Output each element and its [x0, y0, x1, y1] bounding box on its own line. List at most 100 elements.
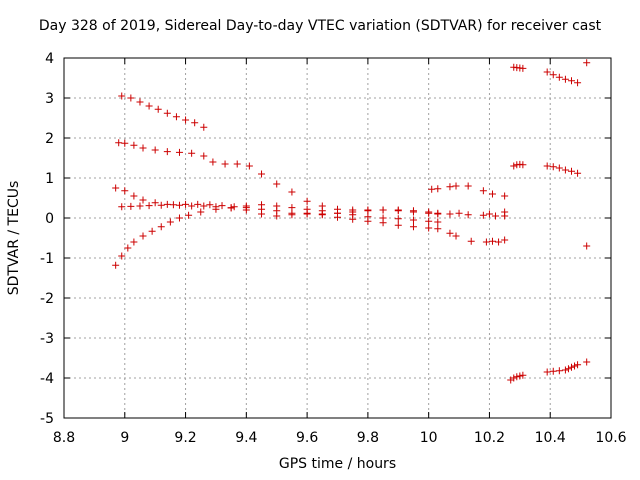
data-point — [112, 184, 120, 192]
data-point — [571, 362, 579, 370]
series-isolated — [583, 59, 591, 366]
x-tick-label: 8.8 — [53, 430, 75, 446]
data-point — [583, 242, 591, 250]
axis-ticks: 8.8 9 9.2 9.4 9.6 9.8 10 10.2 10.4 10.6-5-4-3-2-1… — [40, 51, 627, 446]
data-point — [501, 212, 509, 220]
data-point — [163, 109, 171, 117]
series-late-4 — [510, 63, 582, 87]
data-point — [118, 92, 126, 100]
data-point — [434, 209, 442, 217]
series-late-6 — [507, 361, 582, 384]
data-point — [157, 201, 165, 209]
data-point — [409, 223, 417, 231]
data-point — [555, 73, 563, 81]
data-point — [175, 214, 183, 222]
data-point — [379, 214, 387, 222]
series-late-2 — [446, 208, 509, 220]
data-point — [501, 236, 509, 244]
data-point — [127, 202, 135, 210]
data-point — [121, 139, 129, 147]
data-point — [136, 202, 144, 210]
data-point — [145, 202, 153, 210]
data-points — [112, 59, 591, 384]
data-point — [446, 210, 454, 218]
data-point — [409, 207, 417, 215]
data-point — [258, 170, 266, 178]
y-tick-label: 4 — [45, 51, 54, 67]
data-point — [151, 146, 159, 154]
data-point — [555, 367, 563, 375]
x-tick-label: 9.6 — [296, 430, 318, 446]
data-point — [501, 192, 509, 200]
data-point — [136, 98, 144, 106]
data-point — [464, 211, 472, 219]
data-point — [166, 218, 174, 226]
data-point — [197, 208, 205, 216]
data-point — [549, 163, 557, 171]
data-point — [273, 207, 281, 215]
data-point — [169, 201, 177, 209]
data-point — [364, 207, 372, 215]
data-point — [349, 208, 357, 216]
data-point — [394, 221, 402, 229]
data-point — [561, 366, 569, 374]
data-point — [230, 203, 238, 211]
data-point — [549, 367, 557, 375]
data-point — [175, 201, 183, 209]
data-point — [318, 210, 326, 218]
data-point — [273, 180, 281, 188]
data-point — [583, 358, 591, 366]
data-point — [124, 244, 132, 252]
data-point — [455, 209, 463, 217]
data-point — [145, 102, 153, 110]
series-sat-E — [118, 200, 442, 218]
data-point — [154, 105, 162, 113]
data-point — [574, 361, 582, 369]
data-point — [151, 199, 159, 207]
data-point — [130, 141, 138, 149]
x-tick-label: 10.6 — [595, 430, 626, 446]
data-point — [212, 205, 220, 213]
y-tick-label: 1 — [45, 171, 54, 187]
data-point — [555, 164, 563, 172]
data-point — [163, 200, 171, 208]
data-point — [434, 225, 442, 233]
data-point — [148, 227, 156, 235]
data-point — [543, 162, 551, 170]
data-point — [434, 185, 442, 193]
data-point — [446, 229, 454, 237]
data-point — [127, 94, 135, 102]
series-sat-C — [112, 184, 442, 233]
y-tick-label: 0 — [45, 211, 54, 227]
data-point — [185, 211, 193, 219]
y-tick-label: 3 — [45, 91, 54, 107]
data-point — [379, 206, 387, 214]
data-point — [488, 237, 496, 245]
data-point — [303, 197, 311, 205]
data-point — [519, 371, 527, 379]
series-late-5 — [510, 160, 582, 177]
data-point — [118, 203, 126, 211]
data-point — [182, 200, 190, 208]
data-point — [567, 363, 575, 371]
data-point — [188, 149, 196, 157]
data-point — [227, 204, 235, 212]
data-point — [209, 158, 217, 166]
data-point — [245, 162, 253, 170]
data-point — [492, 212, 500, 220]
data-point — [519, 64, 527, 72]
data-point — [485, 210, 493, 218]
data-point — [488, 190, 496, 198]
data-point — [574, 169, 582, 177]
data-point — [425, 217, 433, 225]
data-point — [112, 261, 120, 269]
series-late-3 — [446, 229, 509, 246]
data-point — [567, 167, 575, 175]
series-late-1 — [428, 182, 509, 200]
x-tick-label: 9.8 — [357, 430, 379, 446]
y-tick-label: -4 — [40, 371, 54, 387]
data-point — [425, 208, 433, 216]
data-point — [139, 196, 147, 204]
data-point — [218, 202, 226, 210]
